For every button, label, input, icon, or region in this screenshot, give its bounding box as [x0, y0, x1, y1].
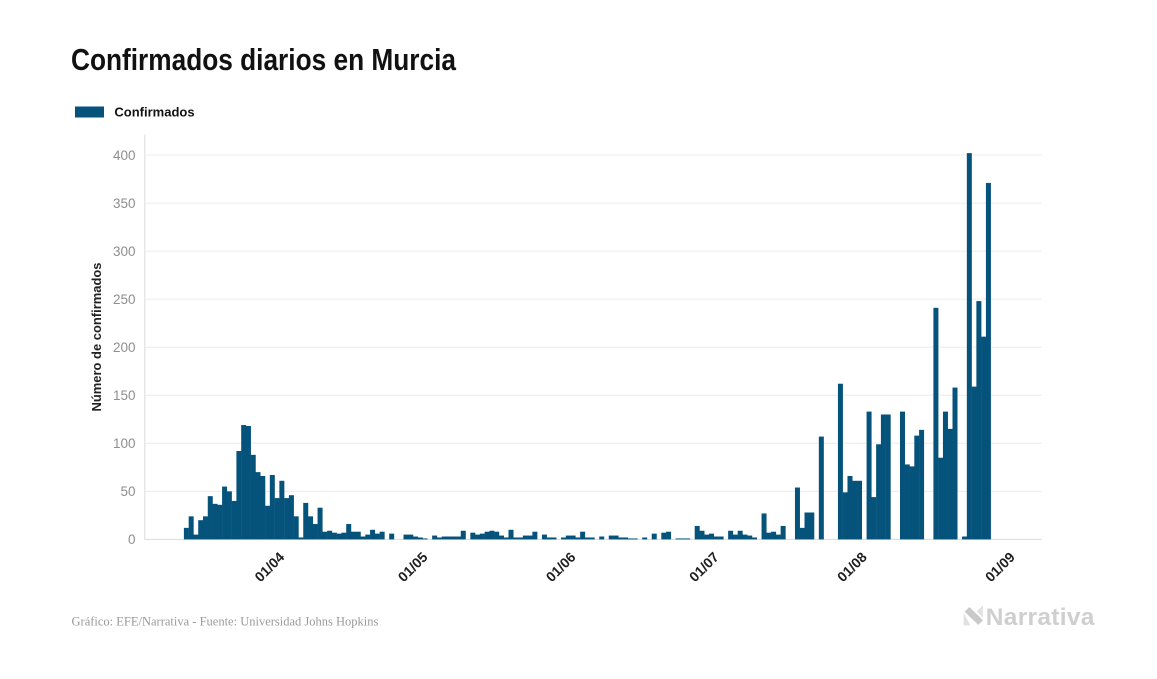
- svg-text:0: 0: [128, 532, 136, 547]
- svg-text:150: 150: [113, 388, 136, 403]
- svg-text:200: 200: [113, 340, 136, 355]
- svg-text:300: 300: [113, 244, 136, 259]
- svg-text:250: 250: [113, 292, 136, 307]
- svg-text:Número de confirmados: Número de confirmados: [89, 263, 104, 412]
- svg-text:Confirmados diarios en Murcia: Confirmados diarios en Murcia: [71, 42, 457, 77]
- svg-text:Confirmados: Confirmados: [114, 105, 194, 120]
- svg-text:350: 350: [113, 196, 136, 211]
- svg-text:Narrativa: Narrativa: [986, 604, 1095, 631]
- svg-text:50: 50: [120, 484, 135, 499]
- svg-text:100: 100: [113, 436, 136, 451]
- svg-text:400: 400: [113, 148, 136, 163]
- svg-text:Gráfico: EFE/Narrativa - Fuent: Gráfico: EFE/Narrativa - Fuente: Univers…: [72, 615, 379, 629]
